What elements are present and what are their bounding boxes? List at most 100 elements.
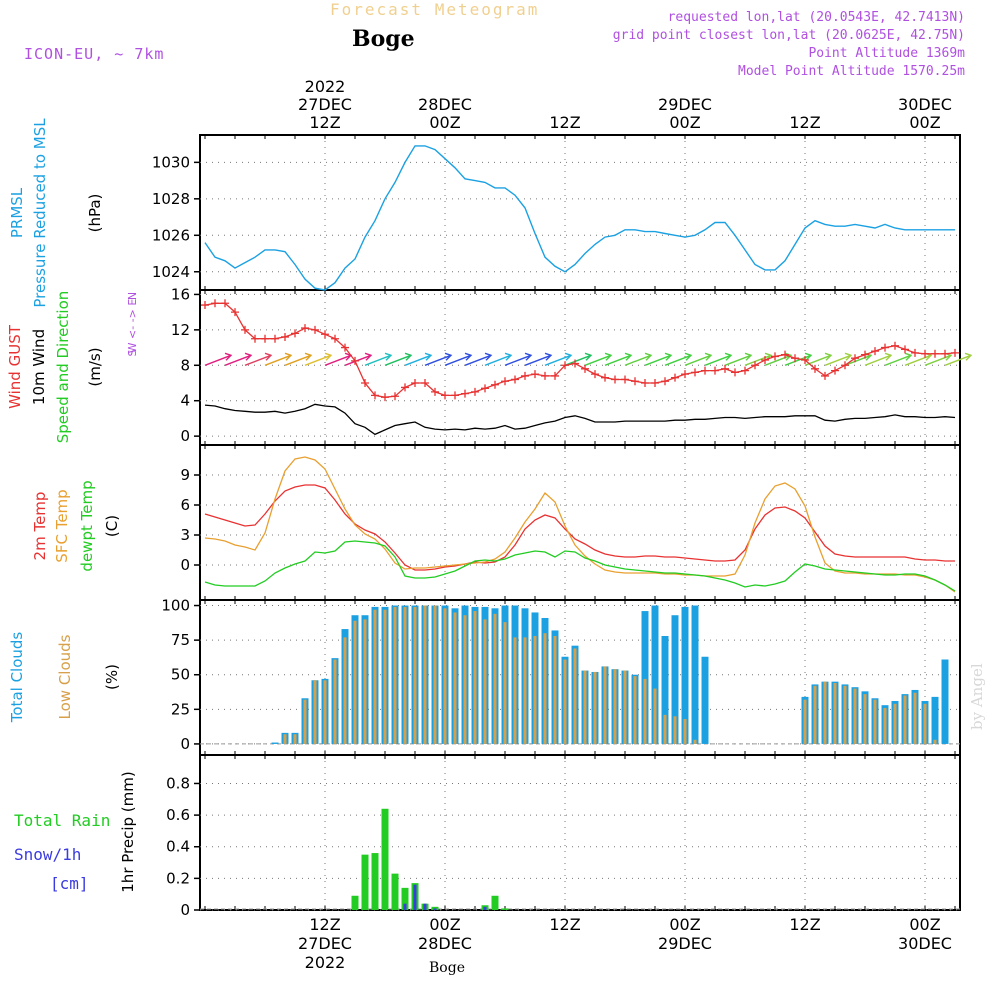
total-cloud-bar (651, 605, 659, 744)
low-cloud-bar (323, 680, 327, 744)
low-cloud-bar (893, 703, 897, 744)
wind-arrow-head (804, 352, 813, 361)
wind-arrow (524, 354, 552, 366)
sfc-temp-line (204, 456, 956, 593)
time-label-top: 12Z (309, 113, 340, 132)
t2m-label: 2m Temp (31, 492, 49, 561)
wind-arrow (504, 354, 532, 366)
y-tick-label: 1030 (152, 153, 190, 171)
wind-arrow-head (404, 352, 413, 361)
wind-gust-marker (601, 373, 609, 382)
wind-gust-marker (261, 334, 269, 343)
wind-arrow (884, 354, 912, 366)
wind-gust-marker (521, 371, 529, 380)
wind-gust-marker (751, 361, 759, 370)
wind-arrow (204, 354, 232, 366)
wind-gust-marker (781, 350, 789, 359)
low-cloud-bar (673, 716, 677, 744)
wind-gust-marker (251, 334, 259, 343)
low-cloud-bar (803, 699, 807, 744)
low-cloud-bar (433, 605, 437, 744)
time-label-bottom: 29DEC (658, 934, 712, 953)
dewpt-label: dewpt Temp (78, 480, 96, 571)
wind-arrow (944, 354, 972, 366)
low-cloud-bar (643, 678, 647, 744)
wind-arrow-head (304, 352, 313, 361)
wind-gust-marker (901, 345, 909, 354)
time-label-bottom: 12Z (789, 915, 820, 934)
low-cloud-bar (613, 669, 617, 744)
wind-gust-marker (561, 361, 569, 370)
wind-arrow (624, 354, 652, 366)
y-tick-label: 12 (171, 321, 190, 339)
snow-bar (433, 908, 437, 910)
low-cloud-bar (603, 666, 607, 744)
wind-gust-marker (471, 387, 479, 396)
wind-arrow (404, 354, 432, 366)
wind-arrow-head (644, 352, 653, 361)
wind-gust-marker (551, 371, 559, 380)
wind-gust-marker (241, 325, 249, 334)
wind-arrow-head (524, 352, 533, 361)
wind-gust-marker (641, 379, 649, 387)
low-cloud-bar (543, 633, 547, 744)
pressure-sub-label: Pressure Reduced to MSL (31, 118, 49, 308)
y-tick-label: 0 (180, 901, 190, 919)
wind-arrow-head (564, 352, 573, 361)
rain-label: Total Rain (14, 811, 110, 830)
wind-gust-marker (461, 389, 469, 398)
time-label-top: 00Z (909, 113, 940, 132)
low-cloud-bar (383, 609, 387, 744)
wind-arrow (824, 354, 852, 366)
low-cloud-bar (623, 670, 627, 744)
low-cloud-bar (843, 685, 847, 744)
wind-gust-marker (541, 371, 549, 380)
wind-gust-marker (891, 341, 899, 350)
wind-arrow (784, 354, 812, 366)
wind-arrow-head (244, 352, 253, 361)
point-altitude: Point Altitude 1369m (808, 46, 965, 61)
wind-arrow (304, 354, 332, 366)
y-tick-label: 0.4 (166, 838, 190, 856)
low-cloud-bar (313, 680, 317, 744)
wind-gust-marker (331, 334, 339, 343)
location-title: Boge (352, 26, 415, 52)
temp-unit-label: (C) (103, 515, 121, 537)
wind-gust-marker (801, 355, 809, 364)
pressure-line (204, 145, 955, 291)
time-label-bottom: 27DEC (298, 934, 352, 953)
total-cloud-bar (691, 605, 699, 744)
low-cloud-bar (553, 635, 557, 744)
wind-gust-marker (441, 391, 449, 400)
time-label-bottom: 28DEC (418, 934, 472, 953)
low-cloud-bar (393, 606, 397, 744)
low-cloud-bar (693, 739, 697, 744)
time-label-top: 00Z (669, 113, 700, 132)
wind-gust-marker (761, 355, 769, 364)
snow-bar (413, 884, 417, 910)
snow-label: Snow/1h (14, 845, 81, 864)
time-label-bottom: 30DEC (898, 934, 952, 953)
low-cloud-bar (303, 699, 307, 744)
low-cloud-bar (813, 685, 817, 744)
wind-arrow-head (384, 352, 393, 361)
pressure-unit-label: (hPa) (86, 194, 104, 233)
wind-arrow-head (464, 352, 473, 361)
wind-gust-marker (921, 349, 929, 358)
wind-gust-marker (401, 383, 409, 392)
wind-gust-marker (381, 393, 389, 402)
wind-sd-label: Speed and Direction (54, 291, 72, 444)
wind-gust-marker (831, 366, 839, 375)
wind-arrow-head (844, 352, 853, 361)
wind-gust-marker (321, 330, 329, 339)
wind-gust-marker (651, 379, 659, 387)
y-tick-label: 0.8 (166, 774, 190, 792)
total-cloud-bar (681, 606, 689, 744)
wind-arrow (844, 354, 872, 366)
wind-arrow (724, 354, 752, 366)
wind-arrow-head (904, 352, 913, 361)
low-cloud-bar (573, 648, 577, 744)
wind-arrow-head (264, 352, 273, 361)
y-tick-label: 1026 (152, 226, 190, 244)
wind-arrow (464, 354, 492, 366)
